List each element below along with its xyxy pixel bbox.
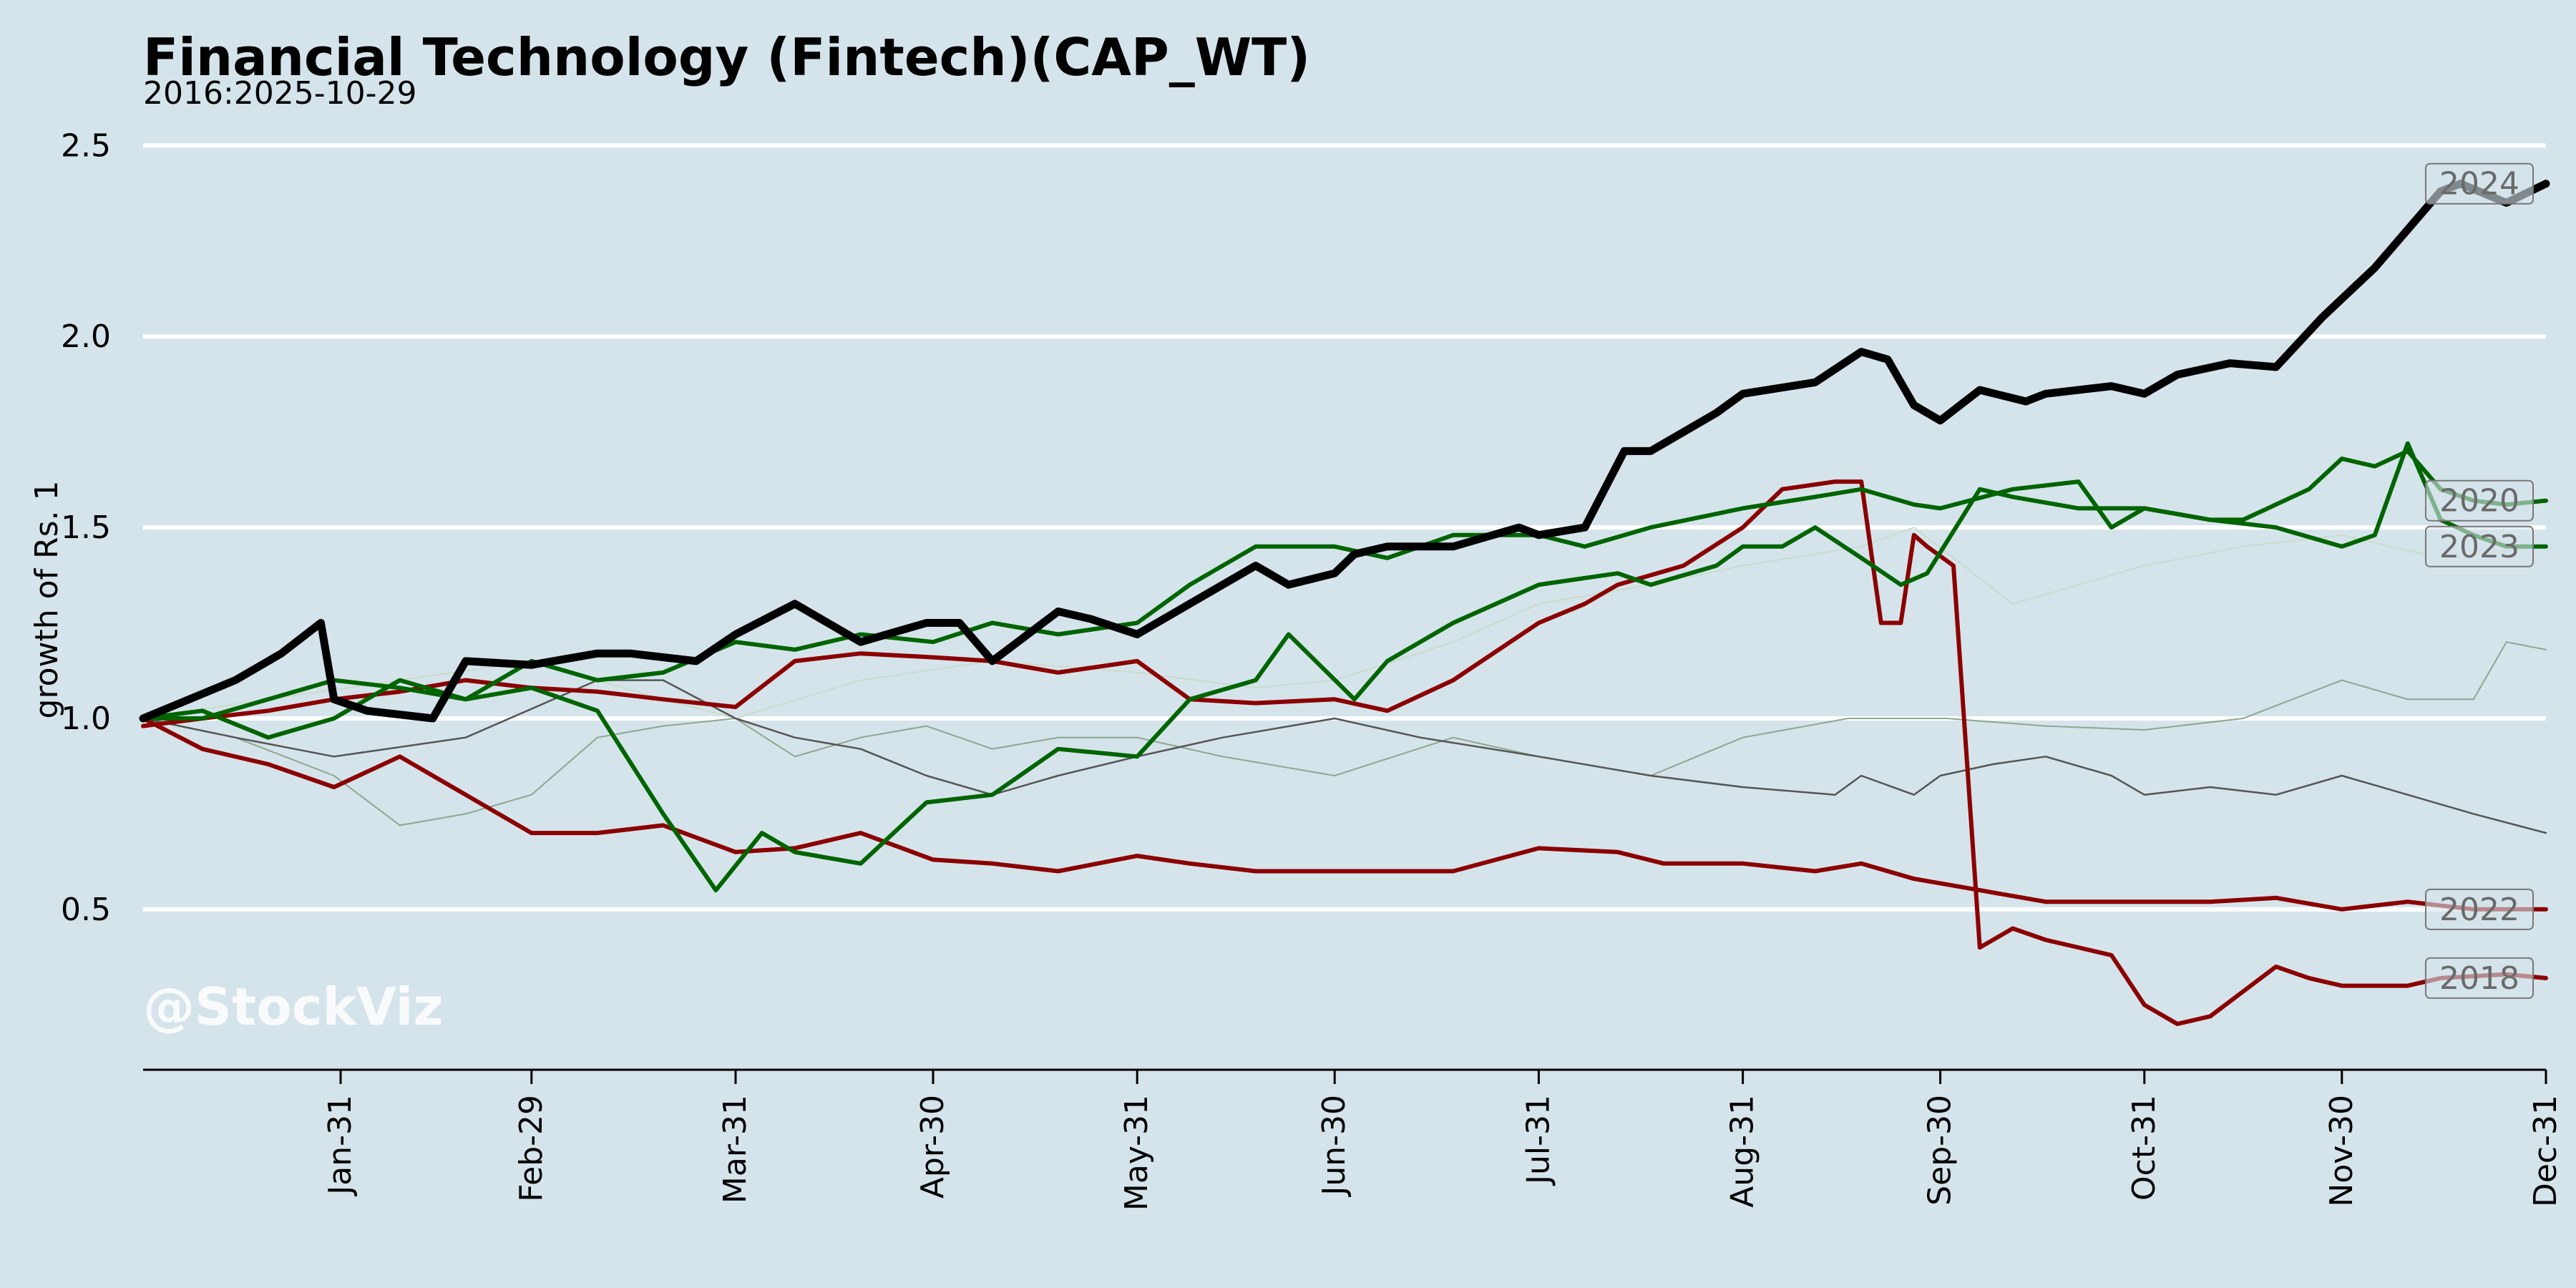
- x-tick-label: Jul-31: [1520, 1095, 1556, 1186]
- end-label-text: 2020: [2439, 483, 2519, 519]
- end-label-text: 2024: [2439, 166, 2519, 203]
- x-tick-label: Aug-31: [1724, 1095, 1761, 1208]
- x-tick-label: Apr-30: [914, 1095, 951, 1199]
- end-label-box: [2425, 525, 2534, 567]
- x-tick-label: Sep-30: [1922, 1095, 1958, 1206]
- series-line-2020: [141, 449, 2548, 893]
- series-end-label: 2018: [2425, 957, 2534, 999]
- series-line-2022: [141, 716, 2548, 912]
- y-tick-label: 0.5: [61, 892, 111, 928]
- y-tick-label: 1.5: [61, 509, 111, 546]
- x-tick-label: Oct-31: [2126, 1095, 2162, 1201]
- series-line: [142, 679, 2547, 834]
- series-line: [142, 641, 2547, 826]
- end-label-box: [2425, 162, 2534, 205]
- x-tick-label: Dec-31: [2527, 1095, 2564, 1207]
- end-label-box: [2425, 479, 2534, 522]
- y-tick-label: 2.0: [61, 318, 111, 355]
- y-axis-ticks: 0.5 1.0 1.5 2.0 2.5: [61, 127, 111, 927]
- end-label-text: 2022: [2439, 892, 2519, 928]
- series-line: [142, 527, 2547, 719]
- series-end-label: 2020: [2425, 479, 2534, 522]
- series-line-2024: [139, 180, 2550, 723]
- x-tick-label: Jan-31: [322, 1095, 358, 1197]
- series-end-label: 2024: [2425, 162, 2534, 205]
- x-tick-label: Mar-31: [717, 1095, 753, 1204]
- chart-title: Financial Technology (Fintech)(CAP_WT): [143, 27, 1310, 87]
- chart-subtitle: 2016:2025-10-29: [143, 75, 417, 112]
- series-lines: [139, 180, 2550, 1026]
- x-tick-label: Feb-29: [513, 1095, 550, 1202]
- series-line-2018: [141, 479, 2548, 1026]
- x-tick-label: Nov-30: [2323, 1095, 2360, 1207]
- y-tick-label: 1.0: [61, 701, 111, 737]
- y-axis-label: growth of Rs. 1: [29, 481, 65, 719]
- x-tick-label: May-31: [1118, 1095, 1155, 1211]
- end-label-box: [2425, 888, 2534, 930]
- end-label-text: 2023: [2439, 529, 2519, 565]
- end-label-text: 2018: [2439, 960, 2519, 997]
- x-tick-label: Jun-30: [1316, 1095, 1352, 1198]
- y-tick-label: 2.5: [61, 127, 111, 164]
- x-axis-ticks: Jan-31 Feb-29 Mar-31 Apr-30 May-31 Jun-30 Jul-…: [322, 1070, 2564, 1211]
- end-label-box: [2425, 957, 2534, 999]
- series-end-label: 2022: [2425, 888, 2534, 930]
- series-end-labels: 2024 2020 2023 2022 2018: [2425, 162, 2534, 999]
- series-end-label: 2023: [2425, 525, 2534, 567]
- watermark: @StockViz: [143, 977, 443, 1037]
- gridlines: [143, 143, 2546, 912]
